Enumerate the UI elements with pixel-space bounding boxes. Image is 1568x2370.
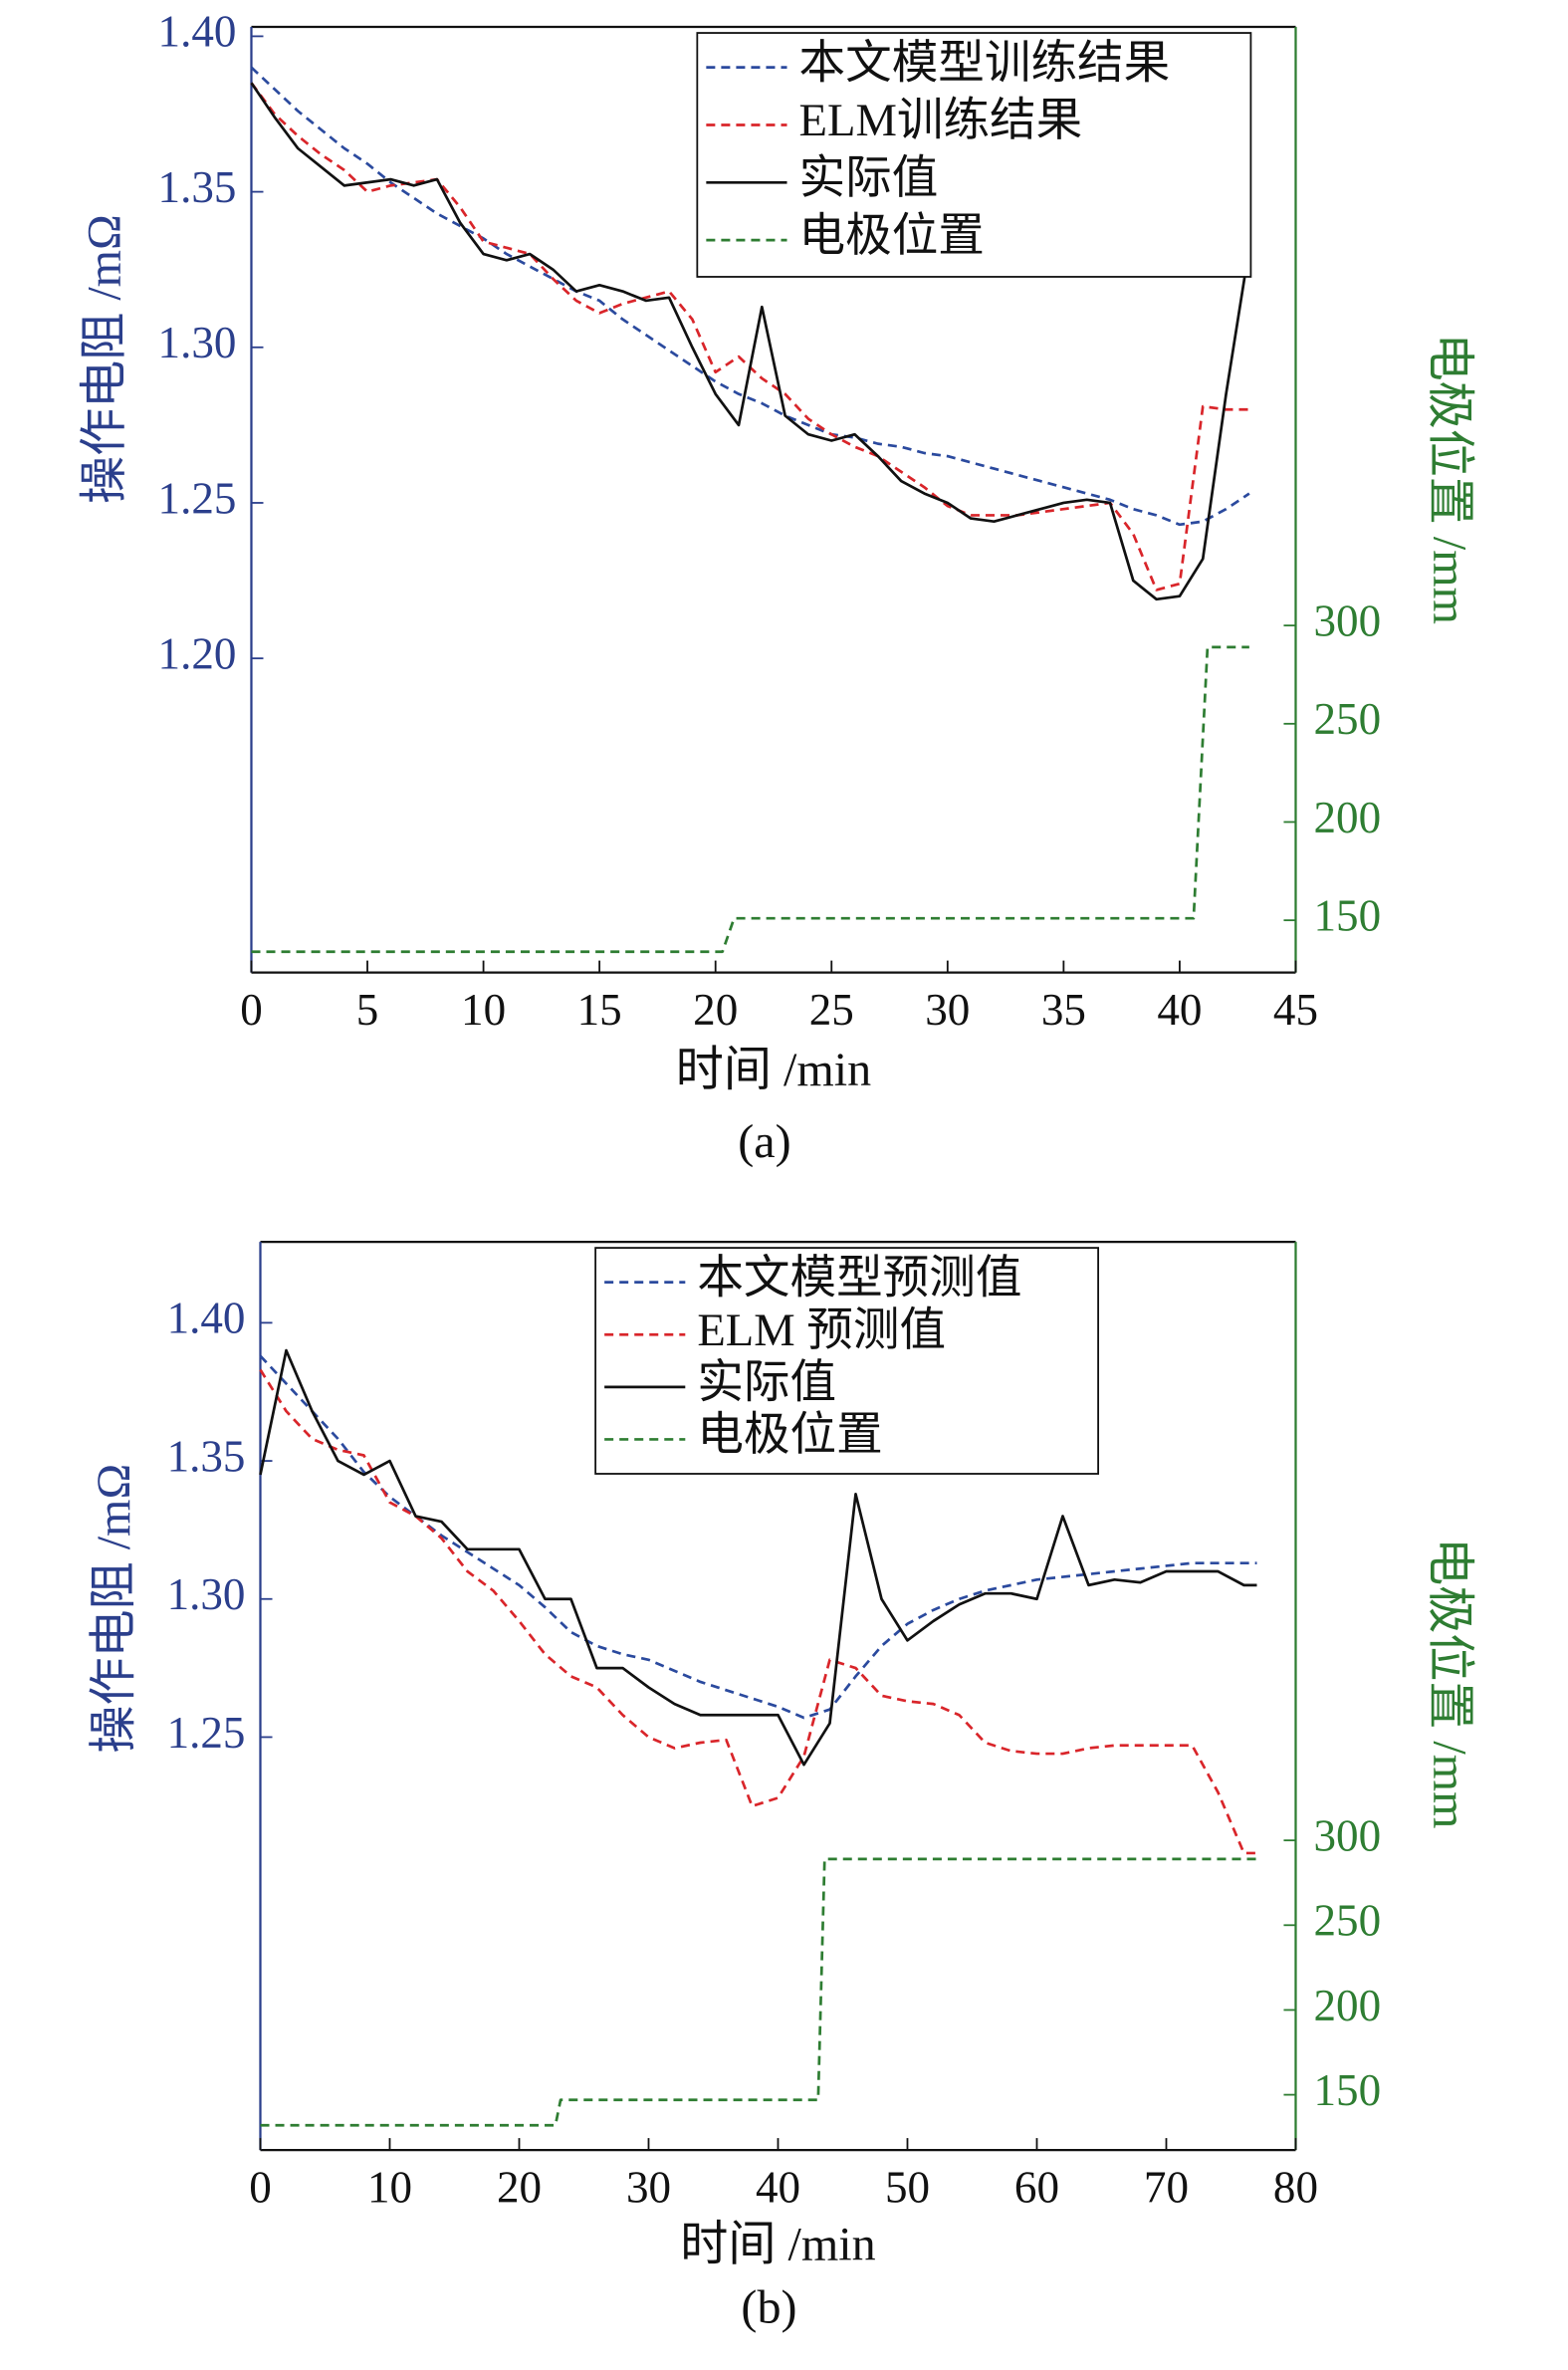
x-tick-label: 40: [1157, 985, 1202, 1035]
y-tick-label: 1.25: [167, 1708, 246, 1758]
x-tick-label: 0: [240, 985, 263, 1035]
x-axis-label: 时间 /min: [676, 1044, 871, 1096]
y-tick-label: 1.30: [167, 1569, 246, 1619]
y2-tick-label: 150: [1314, 2065, 1382, 2115]
legend-label: 本文模型训练结果: [799, 37, 1171, 89]
x-tick-label: 30: [925, 985, 970, 1035]
y2-tick-label: 250: [1314, 1896, 1382, 1946]
series-line: [250, 82, 1251, 601]
caption: (a): [738, 1115, 790, 1168]
y-tick-label: 1.35: [167, 1431, 246, 1481]
series-line: [260, 1857, 1257, 2127]
legend-label: ELM 预测值: [697, 1304, 946, 1356]
y-tick-label: 1.35: [158, 162, 237, 212]
x-tick-label: 20: [497, 2163, 542, 2213]
x-tick-label: 0: [249, 2163, 272, 2213]
y-tick-label: 1.30: [158, 318, 237, 367]
y-axis-label: 操作电阻 /mΩ: [79, 214, 131, 504]
x-tick-label: 10: [461, 985, 506, 1035]
x-tick-label: 20: [693, 985, 738, 1035]
x-tick-label: 50: [885, 2163, 930, 2213]
legend-label: 实际值: [799, 152, 939, 204]
series-line: [259, 1348, 1257, 1767]
y2-axis-label: 电极位置 /mm: [1424, 1538, 1476, 1828]
x-tick-label: 60: [1014, 2163, 1059, 2213]
x-tick-label: 35: [1041, 985, 1086, 1035]
series-line: [259, 1368, 1257, 1855]
x-axis-label: 时间 /min: [680, 2218, 875, 2270]
x-tick-label: 70: [1144, 2163, 1189, 2213]
y2-tick-label: 200: [1314, 1981, 1382, 2030]
x-tick-label: 30: [626, 2163, 671, 2213]
x-tick-label: 25: [809, 985, 854, 1035]
x-tick-label: 80: [1273, 2163, 1318, 2213]
legend-label: ELM训练结果: [799, 95, 1083, 146]
legend-label: 本文模型预测值: [697, 1252, 1021, 1304]
y-tick-label: 1.40: [167, 1294, 246, 1343]
y-tick-label: 1.40: [158, 7, 237, 57]
legend-label: 电极位置: [799, 210, 985, 262]
x-tick-label: 5: [356, 985, 379, 1035]
caption: (b): [741, 2280, 796, 2333]
y2-tick-label: 200: [1314, 793, 1382, 842]
x-tick-label: 15: [577, 985, 622, 1035]
y2-axis-label: 电极位置 /mm: [1424, 334, 1476, 624]
y2-tick-label: 300: [1314, 1810, 1382, 1860]
legend-box: [594, 1247, 1100, 1475]
x-tick-label: 10: [367, 2163, 412, 2213]
x-tick-label: 45: [1273, 985, 1318, 1035]
series-line: [251, 645, 1249, 954]
y2-tick-label: 150: [1314, 890, 1382, 940]
x-tick-label: 40: [756, 2163, 800, 2213]
legend-label: 实际值: [697, 1357, 836, 1409]
y-tick-label: 1.20: [158, 628, 237, 678]
legend-label: 电极位置: [697, 1409, 882, 1461]
series-line: [250, 66, 1250, 527]
y-tick-label: 1.25: [158, 473, 237, 523]
legend-box: [696, 32, 1252, 278]
y2-tick-label: 250: [1314, 694, 1382, 744]
y-axis-label: 操作电阻 /mΩ: [88, 1464, 140, 1754]
y2-tick-label: 300: [1314, 595, 1382, 645]
